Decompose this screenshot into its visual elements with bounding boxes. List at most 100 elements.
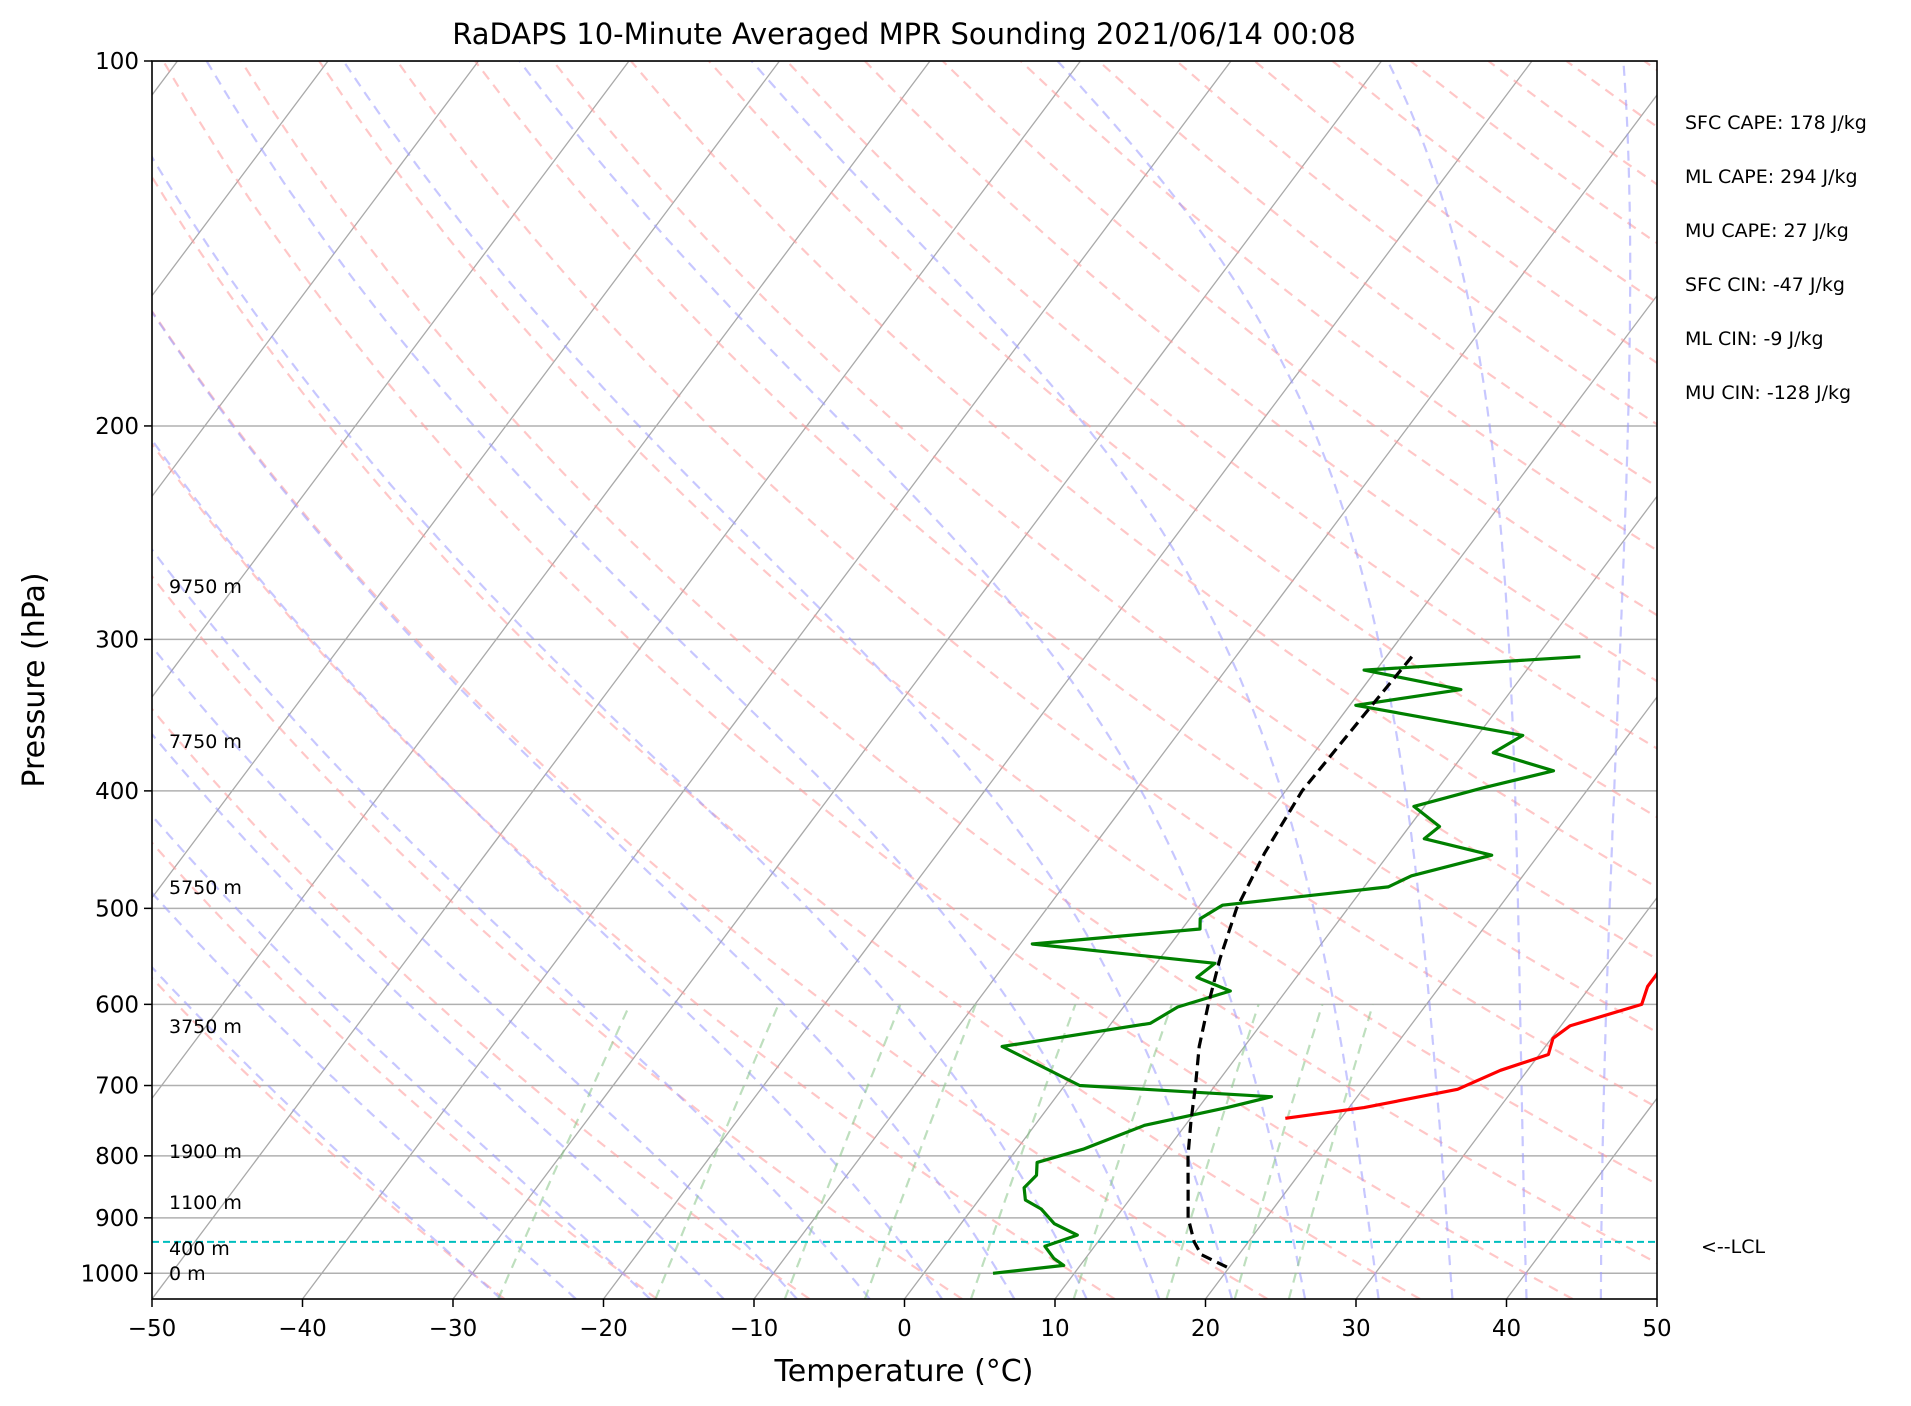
- moist-adiabat-line: [152, 644, 798, 1299]
- dry-adiabat-line: [864, 61, 1657, 683]
- moist-adiabat-line: [152, 891, 577, 1299]
- moist-adiabat-line: [152, 547, 871, 1299]
- temperature-trace: [1285, 971, 1657, 1120]
- dry-adiabat-line: [785, 61, 1657, 750]
- x-tick-label: −10: [730, 1316, 779, 1342]
- isotherm-line: [152, 61, 781, 899]
- isotherm-line: [152, 61, 329, 297]
- mixing-ratio-line: [969, 1004, 1077, 1299]
- stability-index-text: ML CAPE: 294 J/kg: [1685, 166, 1858, 188]
- y-tick-label: 400: [95, 779, 139, 805]
- isotherm-line: [602, 61, 1533, 1299]
- x-axis-label: Temperature (°C): [774, 1354, 1034, 1389]
- isotherm-line: [452, 61, 1383, 1299]
- moist-adiabat-line: [1056, 61, 1454, 1299]
- dry-adiabat-line: [1019, 61, 1657, 552]
- height-label: 7750 m: [169, 731, 242, 753]
- x-tick-label: 20: [1191, 1316, 1220, 1342]
- x-tick-label: −30: [429, 1316, 478, 1342]
- dry-adiabat-line: [152, 707, 811, 1299]
- dewpoint-trace: [992, 655, 1581, 1275]
- mixing-ratio-line: [1287, 1004, 1375, 1299]
- isotherm-line: [1204, 695, 1657, 1299]
- y-tick-label: 600: [95, 992, 139, 1018]
- dry-adiabat-line: [1487, 61, 1657, 186]
- dry-adiabat-line: [152, 976, 506, 1299]
- isotherm-line: [152, 61, 931, 1100]
- y-tick-label: 1000: [80, 1261, 139, 1287]
- mixing-ratio-line: [783, 1003, 902, 1299]
- moist-adiabat-line: [1676, 61, 1782, 1299]
- y-tick-label: 800: [95, 1144, 139, 1170]
- stability-index-text: MU CIN: -128 J/kg: [1685, 382, 1851, 404]
- mixing-ratio-line: [654, 1003, 780, 1299]
- x-tick-label: 40: [1492, 1316, 1521, 1342]
- stability-index-text: ML CIN: -9 J/kg: [1685, 328, 1824, 350]
- stability-index-text: MU CAPE: 27 J/kg: [1685, 220, 1849, 242]
- isotherm-line: [152, 61, 1082, 1299]
- dry-adiabat-line: [152, 174, 1421, 1299]
- height-label: 0 m: [169, 1263, 206, 1285]
- height-label: 1900 m: [169, 1141, 242, 1163]
- axis-ticks: −50 −40 −30 −20 −10 0 10 20 30 40 50 100 200 300 400 50…: [80, 49, 1671, 1342]
- x-tick-label: −40: [278, 1316, 327, 1342]
- moist-adiabat-line: [152, 732, 725, 1299]
- mixing-ratio-line: [1165, 1004, 1260, 1299]
- height-label: 5750 m: [169, 877, 242, 899]
- sounding-traces: [152, 655, 1657, 1275]
- dry-adiabat-line: [152, 309, 1268, 1299]
- dry-adiabat-line: [941, 61, 1657, 617]
- x-tick-label: 10: [1040, 1316, 1069, 1342]
- height-label: 9750 m: [169, 576, 242, 598]
- moist-adiabat-line: [205, 61, 1161, 1299]
- x-tick-label: −50: [128, 1316, 177, 1342]
- x-tick-label: 50: [1642, 1316, 1671, 1342]
- isotherm-line: [1656, 1297, 1657, 1299]
- moist-adiabat-line: [1386, 61, 1528, 1299]
- moist-adiabat-line: [152, 814, 651, 1299]
- x-tick-label: 0: [897, 1316, 912, 1342]
- dry-adiabat-line: [162, 61, 1574, 1299]
- y-tick-label: 900: [95, 1206, 139, 1232]
- dry-adiabat-line: [396, 61, 1657, 1109]
- dry-adiabat-line: [318, 61, 1657, 1186]
- dry-adiabat-line: [152, 574, 963, 1299]
- isotherm-line: [152, 61, 480, 498]
- isotherm-line: [1355, 896, 1657, 1299]
- stability-index-text: SFC CAPE: 178 J/kg: [1685, 112, 1867, 134]
- moist-adiabat-line: [342, 61, 1234, 1299]
- y-tick-label: 100: [95, 49, 139, 75]
- isotherm-line: [1054, 495, 1657, 1299]
- y-tick-label: 200: [95, 414, 139, 440]
- dry-adiabat-line: [152, 442, 1116, 1299]
- y-tick-label: 300: [95, 627, 139, 653]
- height-label: 3750 m: [169, 1016, 242, 1038]
- isotherm-line: [152, 61, 630, 699]
- height-label: 1100 m: [169, 1192, 242, 1214]
- dry-adiabat-line: [1722, 61, 1911, 1299]
- x-tick-label: −20: [579, 1316, 628, 1342]
- plot-frame: [151, 60, 1658, 1300]
- dry-adiabat-line: [474, 61, 1657, 1034]
- moist-adiabat-line: [750, 61, 1380, 1299]
- y-axis-label: Pressure (hPa): [17, 572, 52, 787]
- dry-adiabat-line: [1878, 61, 1911, 1299]
- background-reference-lines: [152, 61, 1911, 1299]
- mixing-ratio-line: [497, 1003, 631, 1299]
- dry-adiabat-line: [1800, 61, 1911, 1299]
- mixing-ratio-line: [1072, 1004, 1173, 1299]
- stability-indices: SFC CAPE: 178 J/kg ML CAPE: 294 J/kg MU CA…: [1685, 112, 1867, 404]
- dry-adiabat-line: [708, 61, 1657, 819]
- mixing-ratio-line: [1233, 1004, 1324, 1299]
- y-tick-label: 500: [95, 896, 139, 922]
- mixing-ratio-line: [863, 1003, 977, 1299]
- chart-title: RaDAPS 10-Minute Averaged MPR Sounding 2…: [452, 17, 1356, 51]
- dry-adiabat-line: [240, 61, 1657, 1265]
- stability-index-text: SFC CIN: -47 J/kg: [1685, 274, 1845, 296]
- moist-adiabat-line: [152, 309, 1016, 1299]
- moist-adiabat-line: [1599, 61, 1632, 1299]
- height-labels: 9750 m 7750 m 5750 m 3750 m 1900 m 1100 m 400 …: [169, 576, 242, 1285]
- dry-adiabat-line: [1409, 61, 1657, 245]
- dry-adiabat-line: [630, 61, 1657, 889]
